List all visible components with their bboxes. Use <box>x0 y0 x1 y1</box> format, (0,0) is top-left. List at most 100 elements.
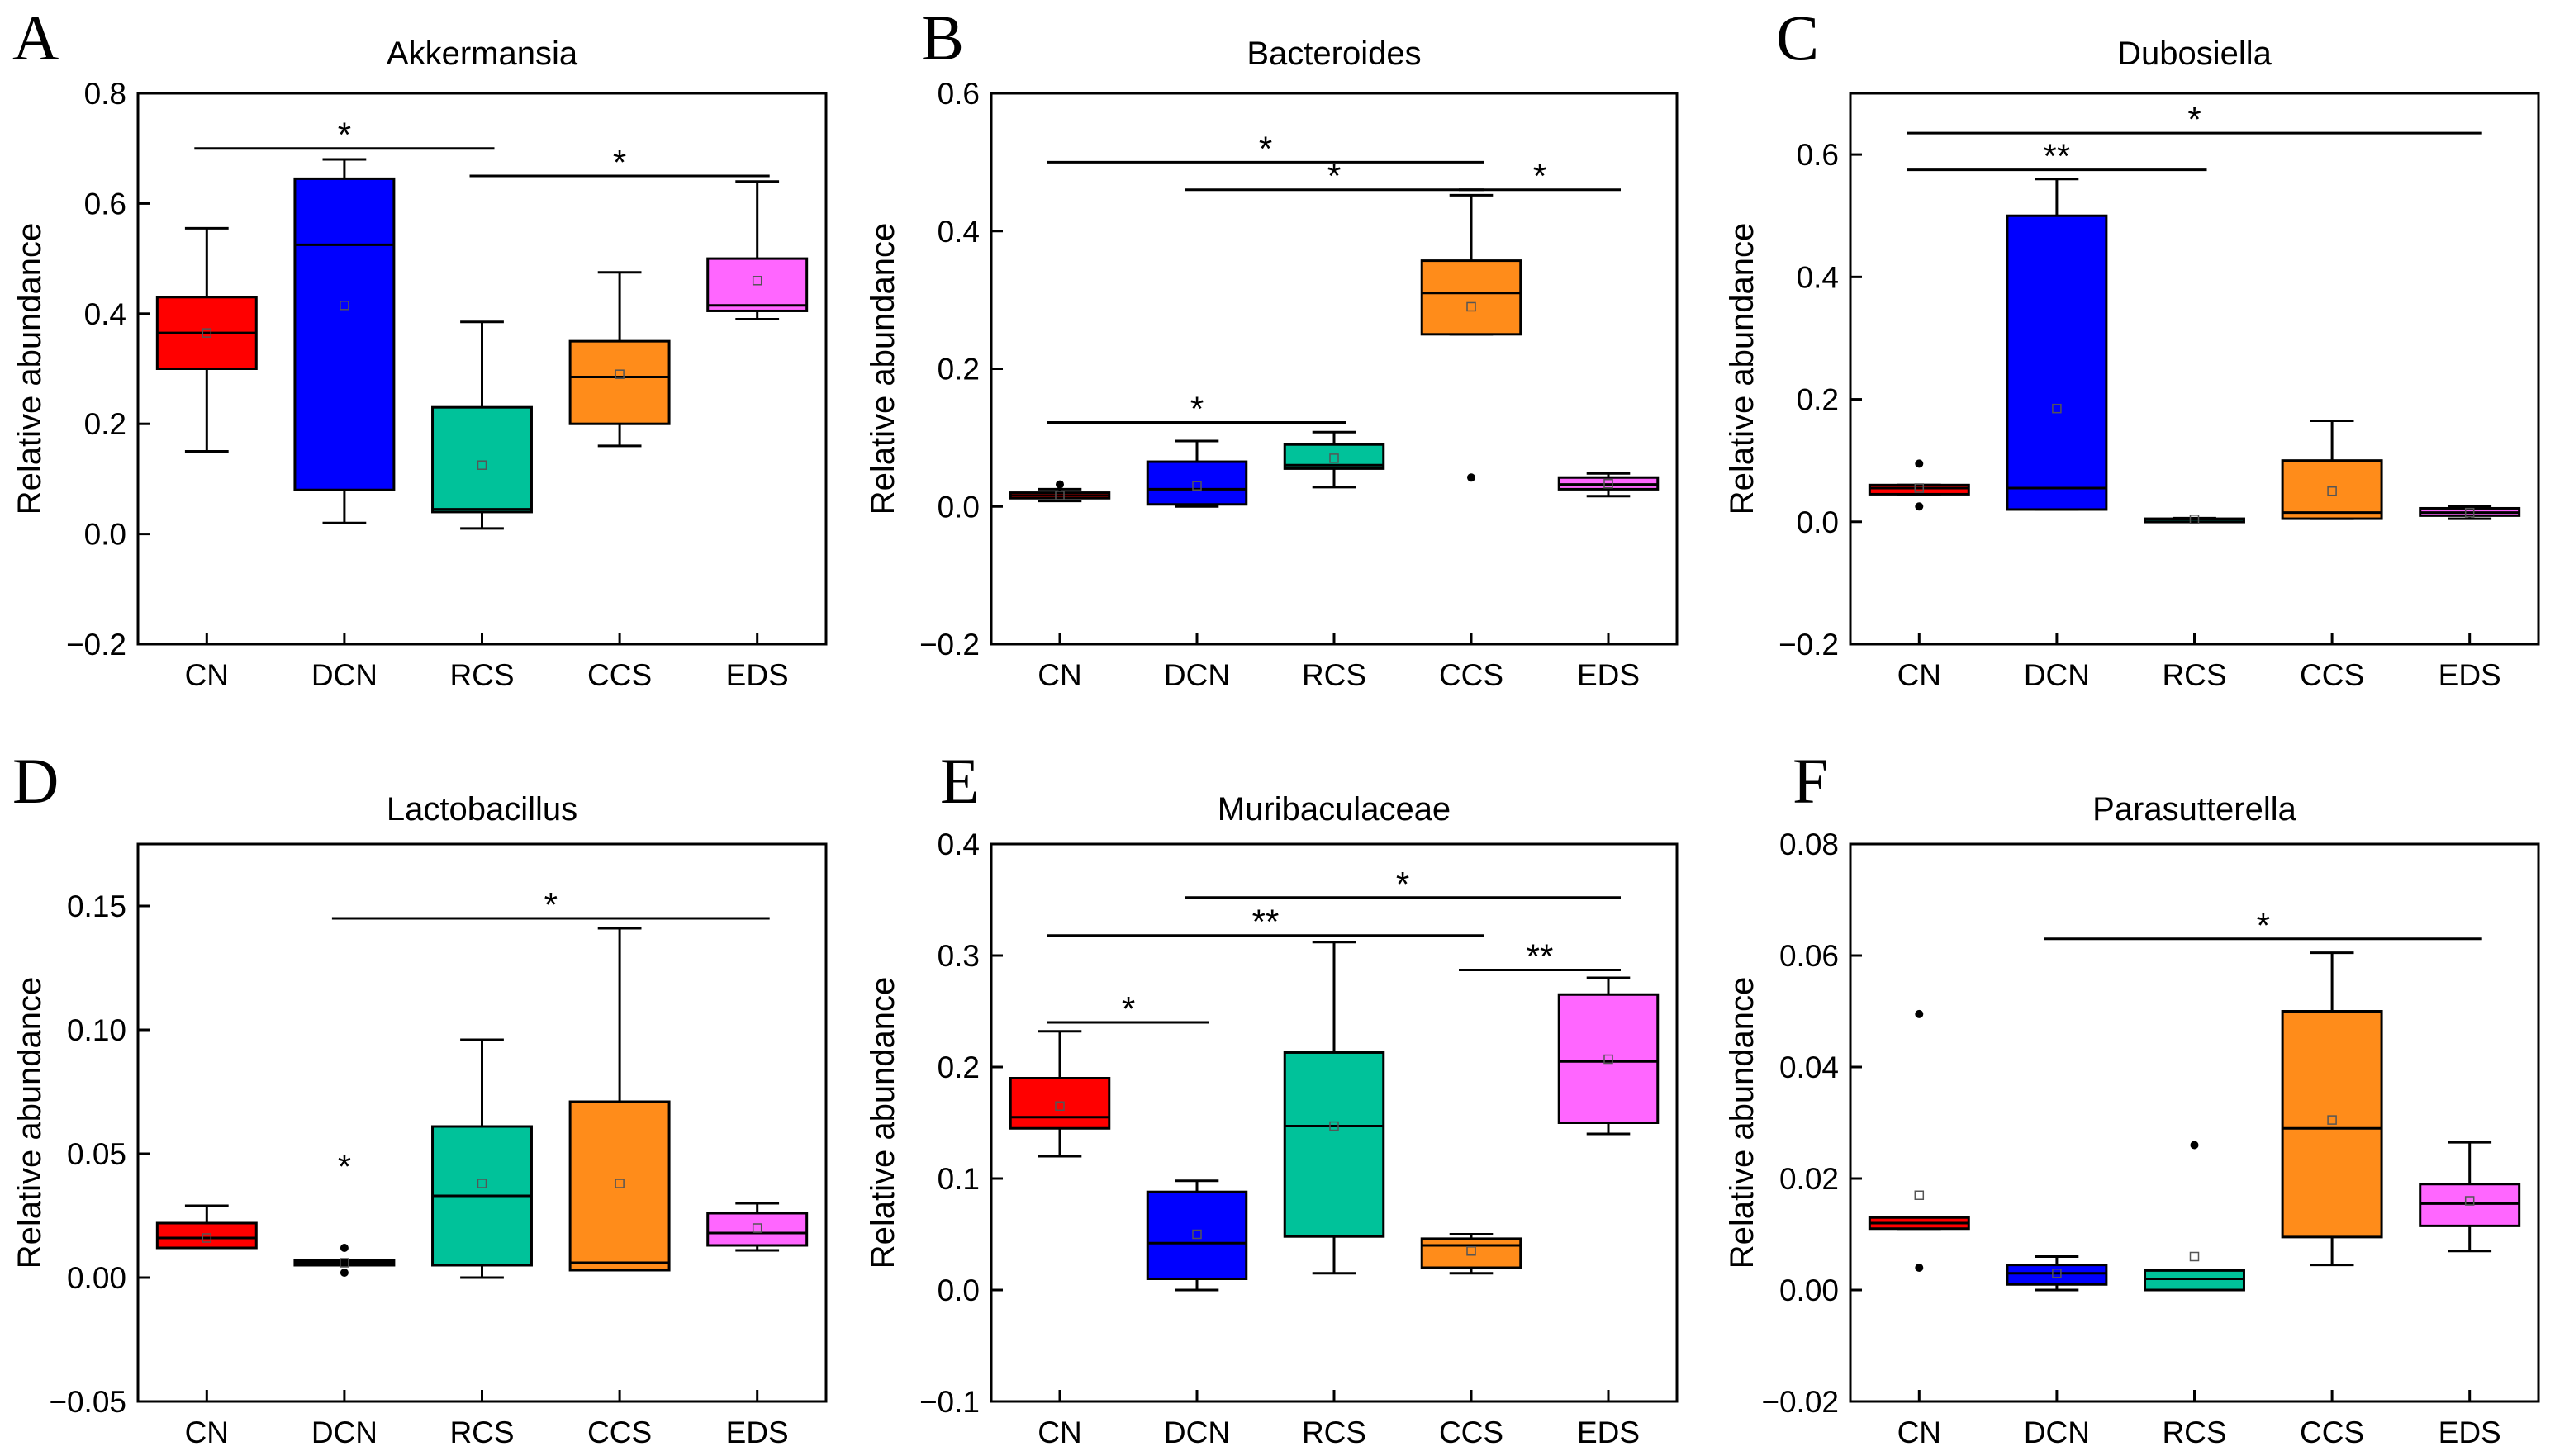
y-tick-label: 0.1 <box>938 1162 980 1196</box>
x-tick-label: CN <box>185 658 229 692</box>
significance-label: * <box>2187 100 2201 139</box>
y-tick-label: 0.0 <box>938 490 980 524</box>
box-cn <box>155 1204 258 1250</box>
mean-marker <box>2327 1115 2337 1125</box>
chart-title: Parasutterella <box>2092 791 2297 828</box>
significance-label: * <box>338 116 351 154</box>
y-axis-label: Relative abundance <box>12 977 48 1269</box>
box-rcs <box>1283 430 1385 489</box>
box-dcn: * <box>293 1147 396 1277</box>
chart-title: Dubosiella <box>2117 36 2272 72</box>
x-tick-label: RCS <box>2162 658 2226 692</box>
significance-label: ** <box>2044 137 2071 176</box>
box-dcn <box>1146 439 1248 508</box>
box-eds <box>2419 505 2521 520</box>
significance-label: * <box>613 143 626 182</box>
y-tick-label: 0.6 <box>938 77 980 111</box>
x-tick-label: DCN <box>311 1416 378 1449</box>
panel-letter: A <box>12 2 59 74</box>
panel-A: A Akkermansia −0.2 0.0 0.2 0.4 0.6 0.8 CN DCN RCS C… <box>12 2 828 692</box>
significance-label: * <box>1396 865 1409 903</box>
outlier-point <box>340 1269 349 1277</box>
outlier-point <box>1056 480 1064 489</box>
y-axis-label: Relative abundance <box>12 223 48 515</box>
panel-letter: F <box>1793 745 1828 817</box>
mean-marker <box>2464 1196 2475 1206</box>
box-iqr <box>293 177 396 491</box>
box-dcn <box>293 158 396 524</box>
outlier-point <box>1915 459 1924 468</box>
mean-marker <box>1603 1054 1613 1065</box>
y-tick-label: 0.4 <box>938 828 980 861</box>
box-rcs <box>431 320 533 530</box>
x-tick-label: EDS <box>1577 658 1640 692</box>
mean-marker <box>477 460 487 470</box>
outlier-point <box>1915 1264 1924 1272</box>
mean-marker <box>1466 1246 1476 1256</box>
mean-marker <box>477 1179 487 1188</box>
y-tick-label: 0.04 <box>1779 1051 1839 1084</box>
mean-marker <box>1466 301 1476 312</box>
y-tick-label: 0.00 <box>67 1261 126 1295</box>
outlier-point <box>1915 502 1924 511</box>
y-axis-label: Relative abundance <box>1724 223 1760 515</box>
y-tick-label: 0.0 <box>84 518 126 552</box>
box-dcn <box>2006 1255 2108 1292</box>
box-iqr <box>568 1100 671 1272</box>
panel-C: C Dubosiella −0.2 0.0 0.2 0.4 0.6 CN DCN RCS CCS ED… <box>1724 2 2540 692</box>
x-tick-label: CN <box>1897 658 1941 692</box>
box-eds <box>2419 1141 2521 1253</box>
box-ccs <box>568 927 671 1272</box>
x-tick-label: CN <box>1038 1416 1081 1449</box>
panel-E: E Muribaculaceae −0.1 0.0 0.1 0.2 0.3 0.4 CN DCN R… <box>865 745 1679 1449</box>
y-tick-label: 0.15 <box>67 889 126 923</box>
x-tick-label: CCS <box>2300 1416 2364 1449</box>
box-rcs <box>1283 941 1385 1275</box>
y-tick-label: 0.2 <box>938 1051 980 1084</box>
extreme-marker: * <box>338 1147 351 1186</box>
x-tick-label: EDS <box>2439 658 2501 692</box>
plot-frame <box>1849 842 2540 1403</box>
panel-B: B Bacteroides −0.2 0.0 0.2 0.4 0.6 CN DCN RCS CCS E… <box>865 2 1679 692</box>
x-tick-label: RCS <box>2162 1416 2226 1449</box>
y-tick-label: 0.02 <box>1779 1162 1839 1196</box>
panel-letter: D <box>12 745 59 817</box>
box-iqr <box>1283 1051 1385 1238</box>
panel-F: F Parasutterella −0.02 0.00 0.02 0.04 0.06 0.08… <box>1724 745 2540 1449</box>
box-iqr <box>1557 993 1660 1124</box>
significance-label: ** <box>1527 937 1554 976</box>
box-cn <box>1868 459 1970 511</box>
box-ccs <box>1420 1233 1522 1275</box>
x-tick-label: EDS <box>1577 1416 1640 1449</box>
panel-letter: E <box>940 745 980 817</box>
box-cn <box>1009 1030 1111 1158</box>
significance-label: * <box>544 885 558 924</box>
y-tick-label: 0.8 <box>84 77 126 111</box>
x-tick-label: CCS <box>1439 658 1503 692</box>
x-tick-label: CCS <box>2300 658 2364 692</box>
mean-marker <box>1055 491 1065 500</box>
panel-D: D Lactobacillus −0.05 0.00 0.05 0.10 0.15 CN DCN… <box>12 745 828 1449</box>
significance-label: * <box>1259 129 1272 168</box>
mean-marker <box>1603 478 1613 489</box>
significance-label: * <box>1122 989 1135 1028</box>
x-tick-label: DCN <box>2024 1416 2090 1449</box>
x-tick-label: CN <box>1038 658 1081 692</box>
box-ccs <box>1420 193 1522 482</box>
mean-marker <box>1192 481 1202 491</box>
box-iqr <box>1420 1237 1522 1269</box>
box-eds <box>1557 472 1660 498</box>
outlier-point <box>1915 1009 1924 1018</box>
y-tick-label: 0.4 <box>84 297 126 331</box>
mean-marker <box>1914 483 1925 493</box>
box-cn <box>1868 1009 1970 1272</box>
box-iqr <box>2144 1269 2245 1292</box>
panel-letter: B <box>921 2 964 74</box>
box-eds <box>706 1202 809 1252</box>
y-tick-label: 0.2 <box>84 407 126 441</box>
x-tick-label: DCN <box>1164 1416 1230 1449</box>
y-tick-label: 0.6 <box>1797 138 1839 172</box>
y-tick-label: −0.2 <box>66 628 126 662</box>
x-tick-label: EDS <box>726 658 789 692</box>
